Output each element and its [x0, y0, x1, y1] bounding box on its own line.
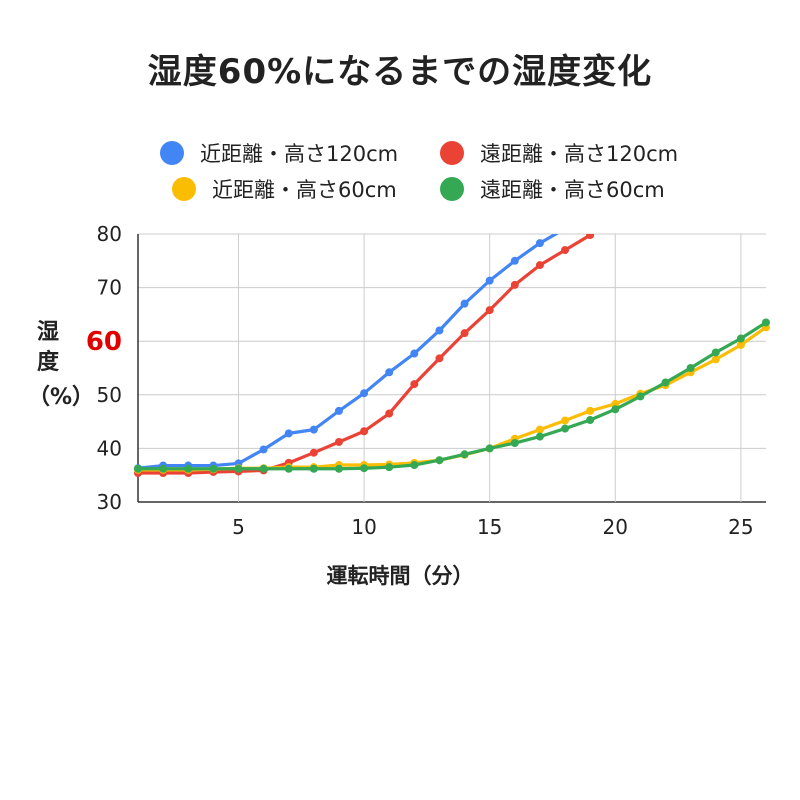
legend-label: 遠距離・高さ60cm [480, 178, 665, 202]
axis-ticks: 30 40 50 70 80 60 5 10 15 20 25 [86, 222, 754, 539]
series-0 [134, 234, 559, 473]
legend-label: 近距離・高さ60cm [212, 178, 397, 202]
data-point[interactable] [410, 461, 419, 470]
x-tick-label: 5 [232, 515, 245, 539]
data-point[interactable] [134, 464, 142, 473]
series-line [137, 234, 559, 470]
data-point[interactable] [485, 276, 494, 285]
data-point[interactable] [435, 354, 444, 363]
data-point[interactable] [334, 464, 343, 473]
data-point[interactable] [309, 464, 318, 473]
data-point[interactable] [711, 355, 720, 364]
legend-item-near-120[interactable]: 近距離・高さ120cm [160, 138, 398, 168]
data-point[interactable] [586, 231, 595, 240]
data-point[interactable] [360, 389, 369, 398]
data-point[interactable] [736, 340, 745, 349]
data-point[interactable] [385, 368, 394, 377]
x-tick-label: 10 [351, 515, 376, 539]
data-point[interactable] [435, 326, 444, 335]
data-point[interactable] [159, 464, 168, 473]
data-point[interactable] [661, 378, 670, 387]
series-lines [134, 231, 770, 478]
data-point[interactable] [535, 261, 544, 270]
data-point[interactable] [711, 348, 720, 357]
legend-marker [172, 177, 196, 201]
data-point[interactable] [586, 406, 595, 415]
data-point[interactable] [309, 425, 318, 434]
data-point[interactable] [535, 432, 544, 441]
x-tick-label: 25 [728, 515, 753, 539]
data-point[interactable] [762, 318, 770, 327]
x-tick-label: 20 [603, 515, 628, 539]
x-axis-label: 運転時間（分） [326, 564, 474, 588]
data-point[interactable] [360, 464, 369, 473]
data-point[interactable] [334, 437, 343, 446]
data-point[interactable] [561, 424, 570, 433]
series-line [138, 321, 767, 471]
data-point[interactable] [385, 463, 394, 472]
legend-item-far-60[interactable]: 遠距離・高さ60cm [440, 174, 665, 204]
series-3 [134, 318, 770, 473]
y-tick-label-highlight: 60 [86, 327, 122, 357]
y-tick-label: 80 [97, 222, 122, 246]
data-point[interactable] [460, 329, 469, 338]
data-point[interactable] [460, 450, 469, 459]
legend-item-far-120[interactable]: 遠距離・高さ120cm [440, 138, 678, 168]
legend-marker [160, 141, 184, 165]
data-point[interactable] [485, 306, 494, 315]
data-point[interactable] [385, 409, 394, 418]
data-point[interactable] [611, 405, 620, 414]
data-point[interactable] [736, 334, 745, 343]
data-point[interactable] [636, 392, 645, 401]
y-tick-label: 40 [97, 436, 122, 460]
data-point[interactable] [334, 406, 343, 415]
data-point[interactable] [410, 349, 419, 358]
data-point[interactable] [510, 256, 519, 265]
data-point[interactable] [259, 445, 268, 454]
data-point[interactable] [485, 444, 494, 453]
data-point[interactable] [686, 364, 695, 372]
legend-item-near-60[interactable]: 近距離・高さ60cm [172, 174, 397, 204]
data-point[interactable] [561, 246, 570, 255]
y-tick-label: 50 [97, 383, 122, 407]
data-point[interactable] [535, 239, 544, 248]
x-tick-label: 15 [477, 515, 502, 539]
data-point[interactable] [184, 464, 193, 473]
y-tick-label: 30 [97, 490, 122, 514]
data-point[interactable] [259, 464, 268, 473]
y-tick-label: 70 [97, 276, 122, 300]
data-point[interactable] [209, 464, 218, 473]
data-point[interactable] [284, 464, 293, 473]
data-point[interactable] [510, 280, 519, 289]
data-point[interactable] [309, 448, 318, 457]
data-point[interactable] [435, 456, 444, 465]
data-point[interactable] [284, 429, 293, 438]
legend-label: 遠距離・高さ120cm [480, 142, 679, 166]
grid [137, 233, 766, 503]
data-point[interactable] [510, 439, 519, 448]
data-point[interactable] [360, 427, 369, 436]
data-point[interactable] [410, 380, 419, 389]
legend-marker [440, 141, 464, 165]
y-axis-label-char-1: 湿 [36, 320, 59, 345]
data-point[interactable] [234, 464, 243, 473]
legend-marker [440, 177, 464, 201]
y-axis-label-char-2: 度 [36, 350, 59, 375]
data-point[interactable] [460, 299, 469, 308]
data-point[interactable] [535, 425, 544, 434]
data-point[interactable] [586, 415, 595, 424]
data-point[interactable] [561, 416, 570, 425]
legend-label: 近距離・高さ120cm [200, 142, 399, 166]
chart-title: 湿度60%になるまでの湿度変化 [147, 52, 653, 92]
